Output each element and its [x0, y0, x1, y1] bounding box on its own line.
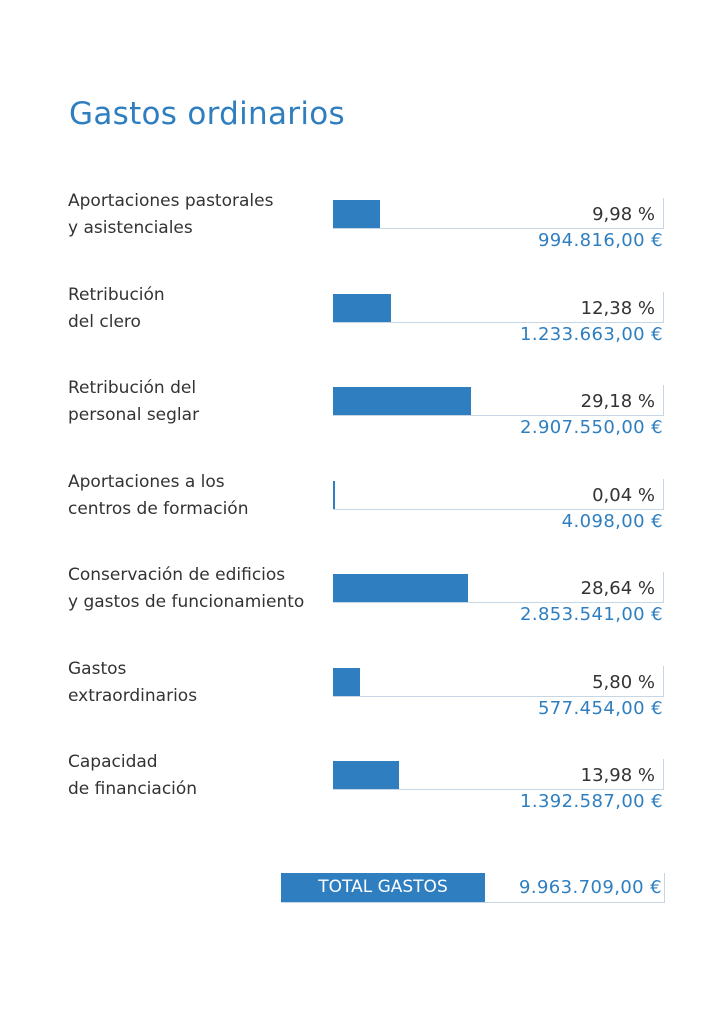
category-label: Conservación de edificios y gastos de fu…: [68, 565, 305, 612]
category-label: Retribución del personal seglar: [68, 378, 200, 425]
total-row: TOTAL GASTOS 9.963.709,00 €: [281, 873, 665, 903]
page-title: Gastos ordinarios: [69, 96, 345, 132]
chart-row: Retribución del clero 12,38 % 1.233.663,00…: [0, 274, 714, 364]
category-label: Retribución del clero: [68, 285, 165, 332]
percentage-label: 13,98 %: [580, 765, 655, 786]
chart-row: Aportaciones pastorales y asistenciales 9…: [0, 180, 714, 270]
amount-label: 994.816,00 €: [537, 230, 663, 251]
category-label: Aportaciones pastorales y asistenciales: [68, 191, 274, 238]
bar: [333, 668, 361, 696]
amount-label: 1.233.663,00 €: [519, 324, 663, 345]
amount-label: 4.098,00 €: [561, 511, 663, 532]
percentage-label: 0,04 %: [592, 485, 655, 506]
amount-label: 1.392.587,00 €: [519, 791, 663, 812]
bar: [333, 387, 471, 415]
chart-row: Gastos extraordinarios 5,80 % 577.454,00 €: [0, 648, 714, 738]
bar-track: 5,80 %: [333, 666, 664, 697]
bar-track: 12,38 %: [333, 292, 664, 323]
chart-row: Retribución del personal seglar 29,18 % 2.…: [0, 367, 714, 457]
percentage-label: 5,80 %: [592, 672, 655, 693]
bar: [333, 761, 399, 789]
percentage-label: 28,64 %: [580, 578, 655, 599]
total-label: TOTAL GASTOS: [281, 873, 485, 902]
bar-track: 29,18 %: [333, 385, 664, 416]
amount-label: 2.853.541,00 €: [519, 604, 663, 625]
category-label: Aportaciones a los centros de formación: [68, 472, 249, 519]
amount-label: 577.454,00 €: [537, 698, 663, 719]
percentage-label: 29,18 %: [580, 391, 655, 412]
bar: [333, 481, 335, 509]
bar: [333, 294, 392, 322]
chart-row: Capacidad de financiación 13,98 % 1.392.58…: [0, 741, 714, 831]
bar: [333, 574, 468, 602]
bar-track: 0,04 %: [333, 479, 664, 510]
bar-track: 13,98 %: [333, 759, 664, 790]
chart-row: Aportaciones a los centros de formación 0…: [0, 461, 714, 551]
chart-row: Conservación de edificios y gastos de fu…: [0, 554, 714, 644]
amount-label: 2.907.550,00 €: [519, 417, 663, 438]
category-label: Gastos extraordinarios: [68, 659, 198, 706]
bar-track: 28,64 %: [333, 572, 664, 603]
bar: [333, 200, 380, 228]
total-value: 9.963.709,00 €: [518, 877, 662, 898]
bar-track: 9,98 %: [333, 198, 664, 229]
percentage-label: 12,38 %: [580, 298, 655, 319]
percentage-label: 9,98 %: [592, 204, 655, 225]
category-label: Capacidad de financiación: [68, 752, 198, 799]
